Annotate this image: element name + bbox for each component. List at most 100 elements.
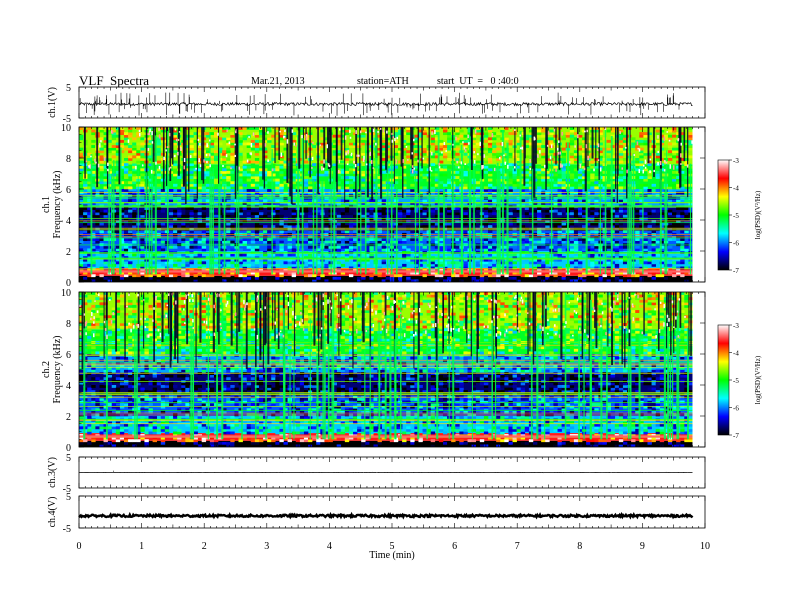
ch1-spectrogram-cell — [483, 139, 489, 143]
ch1-spectrogram-cell — [324, 170, 329, 174]
ch1-spectrogram-cell — [582, 240, 587, 244]
ch1-spectrogram-cell — [487, 139, 493, 143]
ch1-spectrogram-cell — [537, 207, 542, 210]
ch1-spectrogram-cell — [222, 181, 227, 185]
ch1-spectrogram-cell — [618, 170, 624, 174]
ch1-spectrogram-cell — [524, 258, 530, 262]
ch1-spectrogram-cell — [103, 186, 108, 190]
ch1-spectrogram-cell — [398, 279, 403, 282]
ch1-spectrogram-cell — [537, 261, 542, 265]
ch1-spectrogram-cell — [226, 178, 231, 182]
ch1-spectrogram-cell — [148, 225, 153, 229]
ch1-spectrogram-cell — [226, 230, 231, 234]
ch1-spectrogram-cell — [79, 181, 84, 185]
ch1-spectrogram-cell — [508, 227, 513, 231]
ch1-spectrogram-cell — [119, 279, 125, 282]
ch1-spectrogram-cell — [168, 199, 174, 203]
ch1-spectrogram-cell — [107, 258, 113, 262]
ch1-spectrogram-cell — [398, 160, 403, 164]
ch1-spectrogram-cell — [79, 240, 84, 244]
ch1-spectrogram-cell — [447, 209, 452, 213]
ch1-spectrogram-cell — [234, 279, 239, 282]
ch1-spectrogram-cell — [639, 191, 644, 195]
ch1-spectrogram-cell — [647, 212, 652, 216]
ch1-spectrogram-cell — [406, 160, 411, 164]
ch1-spectrogram-cell — [537, 165, 542, 169]
ch1-spectrogram-cell — [541, 170, 546, 174]
ch1-spectrogram-cell — [471, 276, 477, 280]
ch1-spectrogram-cell — [348, 155, 354, 159]
ch1-spectrogram-cell — [442, 189, 448, 192]
ch1-spectrogram-cell — [283, 199, 288, 203]
ch1-spectrogram-cell — [87, 274, 92, 278]
ch1-spectrogram-cell — [136, 132, 141, 136]
ch1-spectrogram-cell — [136, 127, 141, 130]
ch1-spectrogram-cell — [577, 139, 583, 143]
ch1-spectrogram-cell — [107, 201, 113, 205]
ch1-spectrogram-cell — [336, 276, 342, 280]
ch1-spectrogram-cell — [492, 245, 497, 249]
ch1-spectrogram-cell — [434, 207, 440, 210]
ch1-spectrogram-cell — [177, 212, 182, 216]
ch1-spectrogram-cell — [635, 227, 640, 231]
ch1-spectrogram-cell — [226, 160, 231, 164]
ch1-spectrogram-cell — [230, 155, 235, 159]
ch1-spectrogram-cell — [344, 209, 350, 213]
ch1-spectrogram-cell — [451, 139, 456, 143]
ch1-spectrogram-cell — [643, 240, 648, 244]
ch1-spectrogram-cell — [622, 189, 628, 192]
ch1-spectrogram-cell — [209, 279, 215, 282]
ch1-spectrogram-cell — [442, 152, 448, 156]
ch1-spectrogram-cell — [434, 279, 440, 282]
ch1-spectrogram-cell — [622, 222, 628, 226]
ch1-spectrogram-cell — [422, 170, 427, 174]
ch1-spectrogram-cell — [230, 261, 235, 265]
ch1-spectrogram-cell — [271, 178, 276, 182]
ch1-spectrogram-cell — [557, 170, 562, 174]
ch1-spectrogram-cell — [279, 214, 284, 218]
ch1-spectrogram-cell — [418, 225, 423, 229]
ch1-spectrogram-cell — [618, 209, 624, 213]
ch1-spectrogram-cell — [590, 248, 595, 252]
ch1-spectrogram-cell — [246, 142, 252, 146]
ch1-spectrogram-cell — [537, 158, 542, 161]
ch1-spectrogram-cell — [83, 181, 88, 185]
ch1-spectrogram-cell — [218, 147, 223, 151]
ch1-spectrogram-cell — [258, 170, 264, 174]
ch1-spectrogram-cell — [532, 201, 538, 205]
ch1-spectrogram-cell — [610, 129, 616, 133]
ch1-spectrogram-cell — [545, 225, 550, 229]
ch1-spectrogram-cell — [140, 158, 145, 161]
ch1-spectrogram-cell — [438, 147, 444, 151]
ch1-spectrogram-cell — [573, 199, 579, 203]
ch1-spectrogram-cell — [258, 225, 264, 229]
ch1-spectrogram-cell — [111, 147, 117, 151]
ch1-spectrogram-cell — [283, 253, 288, 257]
ch1-spectrogram-cell — [226, 263, 231, 267]
ch1-spectrogram-cell — [119, 258, 125, 262]
ch1-spectrogram-cell — [406, 220, 411, 223]
ch1-spectrogram-cell — [152, 227, 158, 231]
ch1-spectrogram-cell — [250, 248, 256, 252]
ch1-spectrogram-cell — [181, 201, 186, 205]
ch1-spectrogram-cell — [610, 145, 616, 148]
ch1-spectrogram-cell — [602, 176, 607, 179]
ch1-spectrogram-cell — [213, 266, 219, 270]
ch1-spectrogram-cell — [565, 276, 571, 280]
ch1-spectrogram-cell — [377, 199, 382, 203]
ch1-spectrogram-cell — [181, 238, 186, 241]
ch1-spectrogram-cell — [189, 220, 194, 223]
ch1-spectrogram-cell — [573, 155, 579, 159]
ch1-spectrogram-cell — [213, 225, 219, 229]
ch1-spectrogram-cell — [87, 230, 92, 234]
ch1-spectrogram-cell — [487, 168, 493, 172]
ch1-spectrogram-cell — [442, 279, 448, 282]
ch1-spectrogram-cell — [279, 160, 284, 164]
ch1-spectrogram-cell — [344, 227, 350, 231]
ch1-spectrogram-cell — [516, 279, 522, 282]
ch1-spectrogram-cell — [254, 276, 260, 280]
ch1-spectrogram-cell — [189, 178, 194, 182]
ch1-spectrogram-cell — [561, 279, 566, 282]
ch1-spectrogram-cell — [528, 245, 534, 249]
